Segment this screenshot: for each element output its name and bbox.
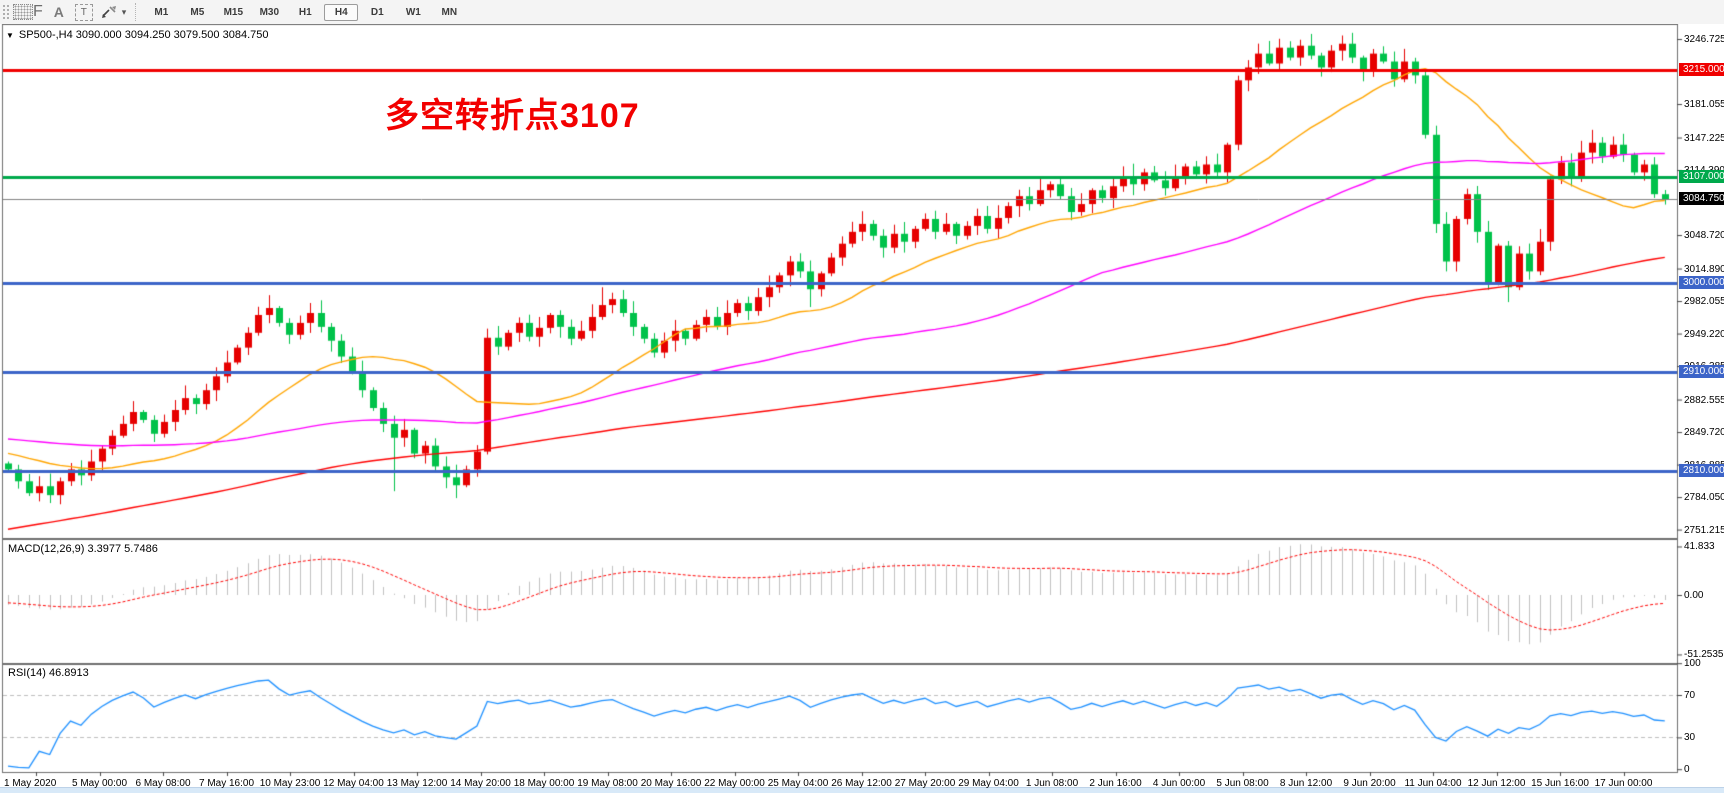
- collapse-ohlc-icon[interactable]: ▼: [6, 30, 14, 40]
- price-tick-label: 2949.220: [1684, 328, 1724, 340]
- time-axis-label: 17 Jun 00:00: [1594, 778, 1653, 789]
- price-level-badge: 3084.750: [1679, 192, 1724, 206]
- macd-tick-label: 41.833: [1684, 541, 1715, 553]
- chart-canvas[interactable]: [0, 24, 1724, 793]
- timeframe-button-h1[interactable]: H1: [298, 6, 312, 18]
- time-axis-label: 13 May 12:00: [386, 778, 448, 789]
- time-axis-label: 14 May 20:00: [450, 778, 511, 789]
- timeframe-button-d1[interactable]: D1: [370, 6, 384, 18]
- price-tick-label: 3246.725: [1684, 34, 1724, 46]
- price-tick-label: 3014.890: [1684, 263, 1724, 275]
- toolbar-separator: [135, 3, 137, 21]
- timeframe-button-h4[interactable]: H4: [324, 3, 359, 21]
- time-axis-label: 27 May 20:00: [894, 778, 956, 789]
- time-axis-label: 18 May 00:00: [513, 778, 575, 789]
- status-strip: [0, 787, 1724, 793]
- price-tick-label: 2751.215: [1684, 524, 1724, 536]
- timeframe-button-w1[interactable]: W1: [405, 6, 421, 18]
- rsi-tick-label: 100: [1684, 658, 1701, 670]
- toolbar-grip[interactable]: [2, 4, 9, 20]
- timeframe-button-m30[interactable]: M30: [259, 6, 280, 18]
- timeframe-button-mn[interactable]: MN: [441, 6, 458, 18]
- macd-tick-label: -51.2535: [1684, 649, 1724, 661]
- rsi-tick-label: 70: [1684, 690, 1696, 701]
- chart-surface: ▼ SP500-,H4 3090.000 3094.250 3079.500 3…: [0, 24, 1724, 793]
- macd-indicator-label: MACD(12,26,9) 3.3977 5.7486: [8, 543, 158, 555]
- time-axis-label: 8 Jun 12:00: [1279, 778, 1333, 789]
- grid-f-icon[interactable]: F: [13, 2, 43, 22]
- time-axis-label: 22 May 00:00: [704, 778, 765, 789]
- time-axis-label: 1 Jun 08:00: [1025, 778, 1079, 789]
- time-axis-label: 26 May 12:00: [831, 778, 892, 789]
- price-tick-label: 2882.555: [1684, 394, 1724, 406]
- time-axis-label: 15 Jun 16:00: [1531, 778, 1589, 789]
- time-axis-label: 9 Jun 20:00: [1343, 778, 1396, 789]
- time-axis-label: 1 May 2020: [4, 778, 57, 789]
- rsi-tick-label: 0: [1684, 764, 1690, 776]
- symbol-ohlc-text: SP500-,H4 3090.000 3094.250 3079.500 308…: [18, 29, 269, 41]
- dropdown-caret-icon[interactable]: ▾: [121, 6, 127, 17]
- price-tick-label: 2982.055: [1684, 296, 1724, 308]
- time-axis-label: 2 Jun 16:00: [1089, 778, 1142, 789]
- toolbar: F A T ▾ M1 M5 M15 M30 H1 H4 D1 W1 MN: [0, 0, 1724, 25]
- time-axis-label: 7 May 16:00: [198, 778, 255, 789]
- annotation-text[interactable]: 多空转折点3107: [385, 97, 640, 135]
- crosshair-arrows-icon[interactable]: [101, 2, 117, 22]
- price-level-badge: 2810.000: [1679, 464, 1724, 478]
- price-level-badge: 2910.000: [1679, 365, 1724, 379]
- timeframe-button-m1[interactable]: M1: [154, 6, 169, 18]
- timeframe-button-m15[interactable]: M15: [223, 6, 244, 18]
- price-level-badge: 3215.000: [1679, 63, 1724, 77]
- rsi-indicator-label: RSI(14) 46.8913: [8, 667, 89, 679]
- time-axis-label: 25 May 04:00: [767, 778, 829, 789]
- text-label-icon[interactable]: T: [74, 2, 93, 22]
- time-axis-label: 11 Jun 04:00: [1404, 778, 1462, 789]
- price-tick-label: 3147.225: [1684, 132, 1724, 144]
- time-axis-label: 19 May 08:00: [577, 778, 638, 789]
- time-axis-label: 6 May 08:00: [135, 778, 191, 789]
- time-axis-label: 10 May 23:00: [259, 778, 321, 789]
- chart-header: ▼ SP500-,H4 3090.000 3094.250 3079.500 3…: [6, 29, 268, 41]
- time-axis-label: 12 Jun 12:00: [1467, 778, 1526, 789]
- time-axis-label: 20 May 16:00: [640, 778, 702, 789]
- price-level-badge: 3107.000: [1679, 170, 1724, 184]
- macd-tick-label: 0.00: [1684, 590, 1704, 601]
- time-axis-label: 5 May 00:00: [71, 778, 128, 789]
- time-axis-label: 29 May 04:00: [958, 778, 1019, 789]
- timeframe-button-m5[interactable]: M5: [190, 6, 205, 18]
- price-tick-label: 2849.720: [1684, 427, 1724, 439]
- time-axis-label: 4 Jun 00:00: [1152, 778, 1206, 789]
- time-axis-label: 5 Jun 08:00: [1216, 778, 1269, 789]
- price-tick-label: 3048.720: [1684, 230, 1724, 242]
- timeframe-buttons: M1 M5 M15 M30 H1 H4 D1 W1 MN: [143, 3, 467, 21]
- price-tick-label: 2784.050: [1684, 492, 1724, 504]
- price-tick-label: 3181.055: [1684, 99, 1724, 111]
- price-level-badge: 3000.000: [1679, 276, 1724, 290]
- font-a-icon[interactable]: A: [53, 4, 64, 20]
- rsi-tick-label: 30: [1684, 732, 1696, 744]
- time-axis-label: 12 May 04:00: [323, 778, 384, 789]
